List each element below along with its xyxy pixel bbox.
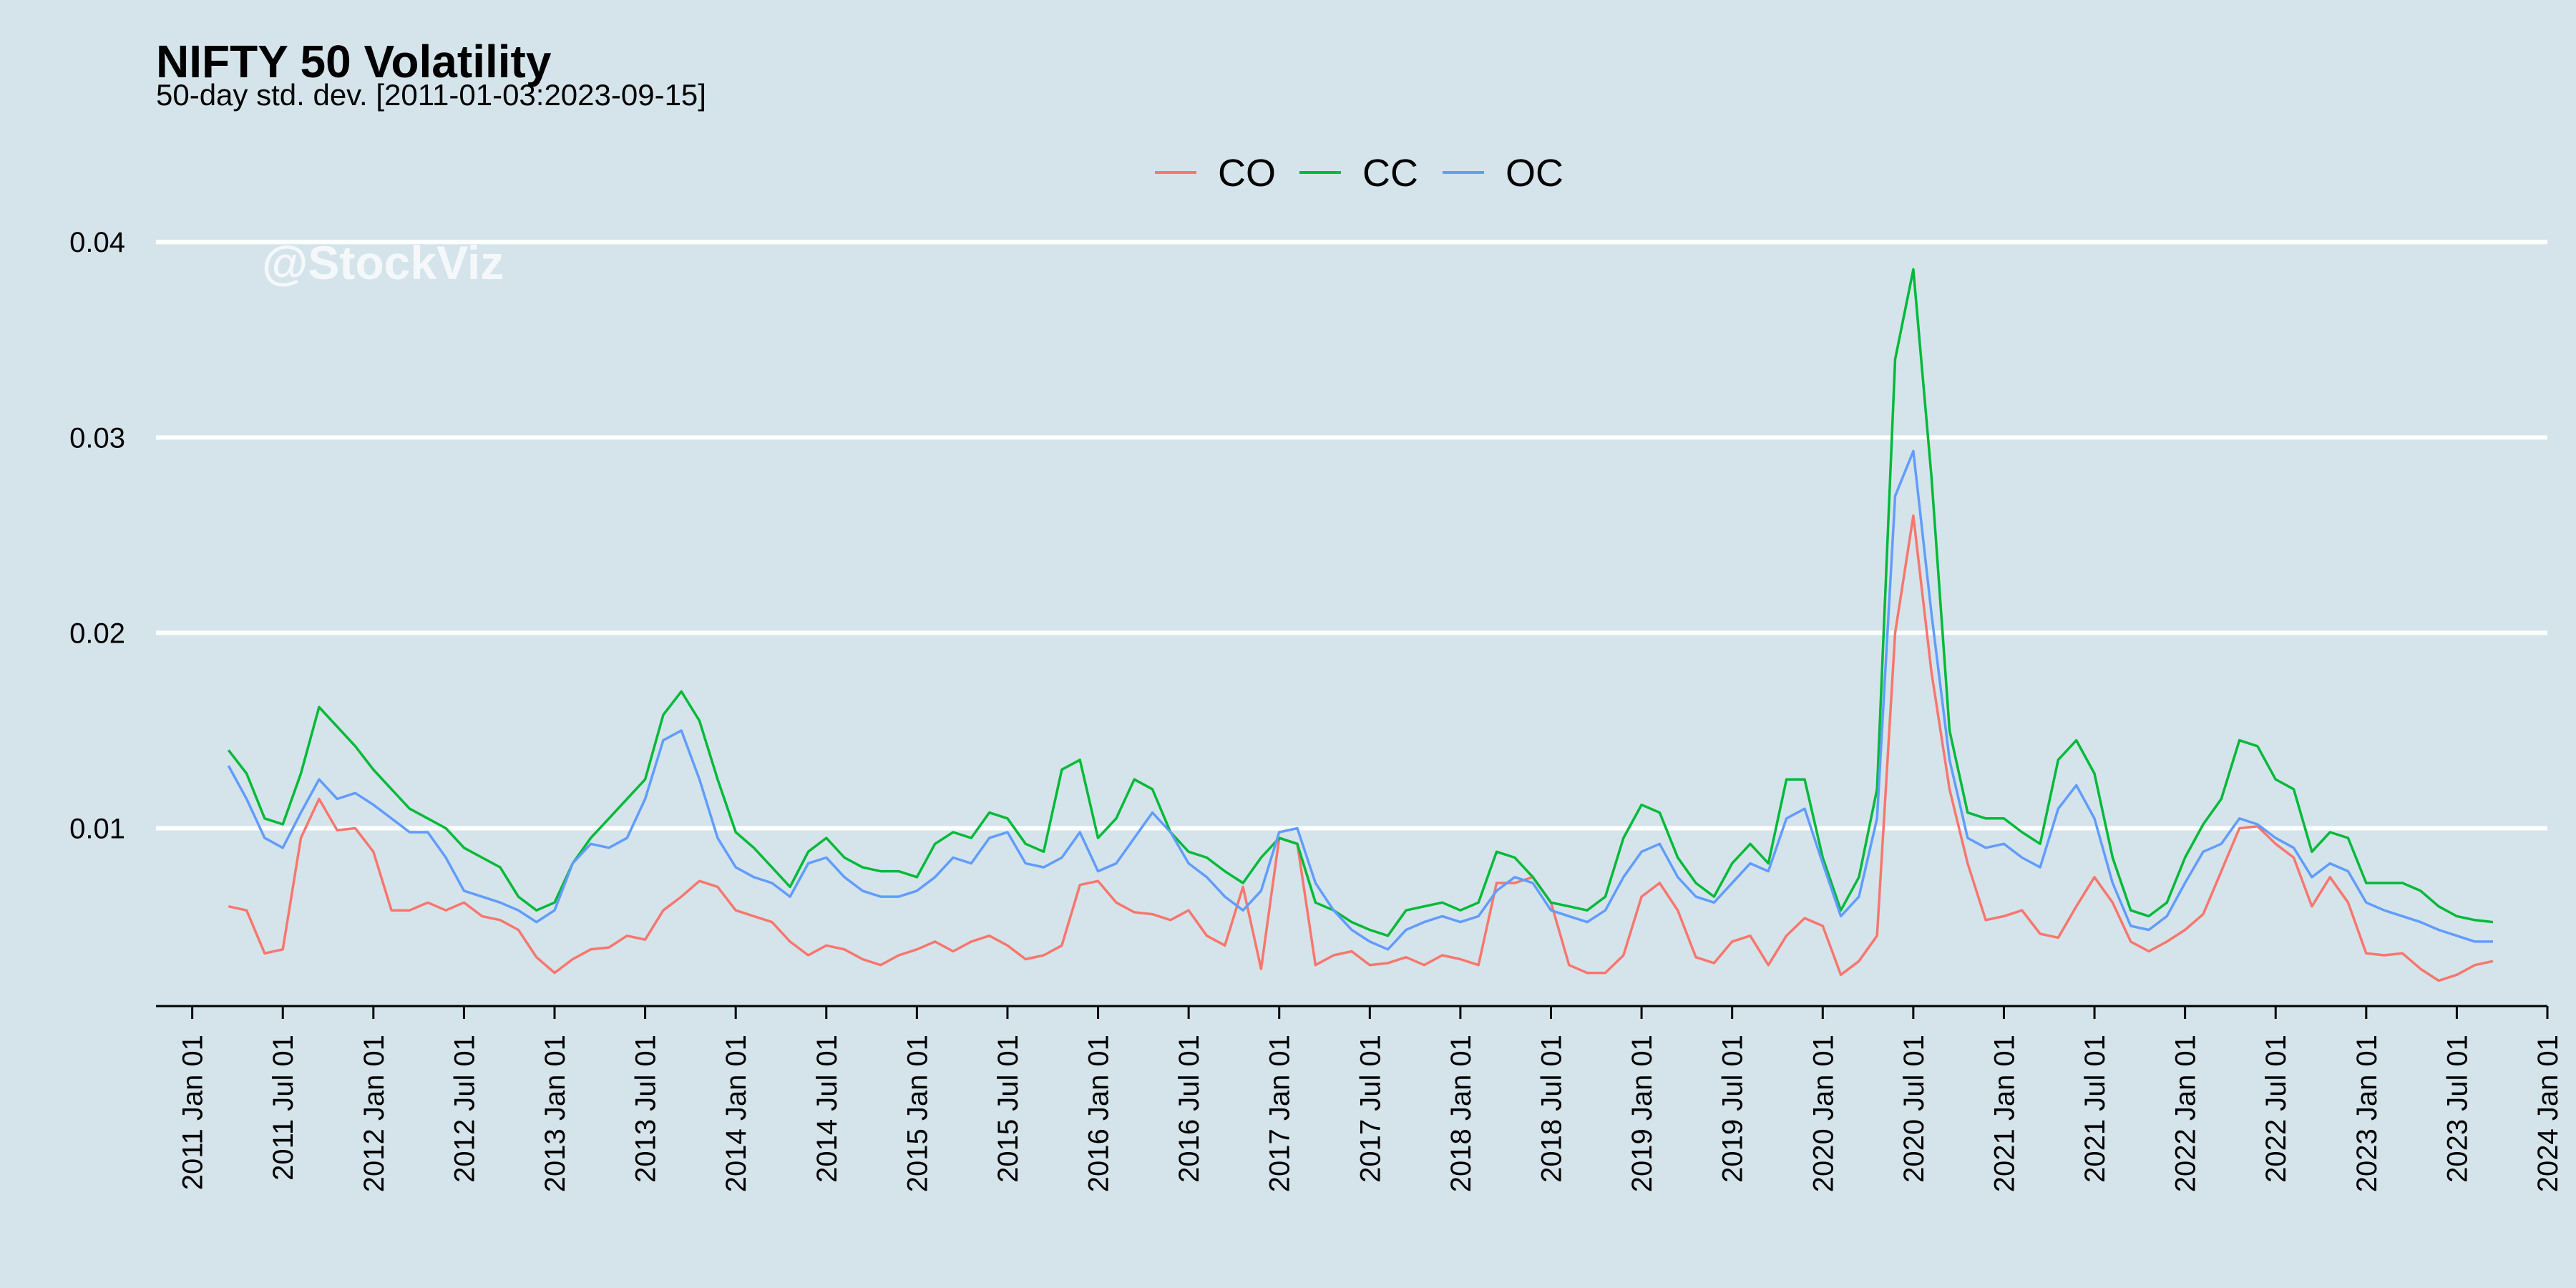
x-tick-label: 2013 Jul 01 [630, 1035, 662, 1183]
x-tick-label: 2011 Jan 01 [177, 1035, 209, 1190]
y-gridlines [156, 240, 2547, 831]
stockviz-watermark: @StockViz [262, 236, 504, 289]
x-tick-label: 2019 Jan 01 [1626, 1035, 1658, 1192]
x-tick-label: 2016 Jan 01 [1083, 1035, 1115, 1192]
x-tick-label: 2016 Jul 01 [1174, 1035, 1205, 1183]
series-line-co [228, 514, 2494, 982]
legend-item-co: CO [1155, 152, 1276, 195]
y-tick-label: 0.04 [69, 227, 125, 258]
x-tick-label: 2013 Jan 01 [540, 1035, 571, 1192]
x-tick-label: 2023 Jul 01 [2441, 1035, 2473, 1183]
legend-label-oc: OC [1506, 152, 1563, 195]
x-tick-label: 2015 Jan 01 [902, 1035, 933, 1192]
legend-item-cc: CC [1299, 152, 1418, 195]
x-tick-label: 2017 Jan 01 [1264, 1035, 1296, 1192]
y-tick-label: 0.01 [69, 813, 125, 844]
legend: CO CC OC [1155, 152, 1563, 195]
x-axis: 2011 Jan 01 2011 Jul 01 2012 Jan 01 2012 Ju… [156, 1005, 2564, 1192]
x-tick-label: 2019 Jul 01 [1717, 1035, 1749, 1183]
x-tick-label: 2022 Jan 01 [2170, 1035, 2202, 1192]
legend-item-oc: OC [1443, 152, 1563, 195]
y-tick-label: 0.03 [69, 422, 125, 454]
y-tick-label: 0.02 [69, 618, 125, 649]
y-axis: 0.01 0.02 0.03 0.04 [69, 227, 125, 844]
x-tick-label: 2023 Jan 01 [2351, 1035, 2383, 1192]
x-tick-label: 2015 Jul 01 [992, 1035, 1024, 1183]
series-line-oc [227, 449, 2493, 951]
x-tick-label: 2024 Jan 01 [2532, 1035, 2564, 1192]
x-tick-label: 2012 Jul 01 [449, 1035, 480, 1183]
x-tick-label: 2018 Jan 01 [1445, 1035, 1477, 1192]
x-tick-label: 2020 Jan 01 [1807, 1035, 1839, 1192]
legend-label-cc: CC [1362, 152, 1418, 195]
x-tick-label: 2022 Jul 01 [2260, 1035, 2292, 1183]
series-line-cc [227, 268, 2494, 937]
x-tick-label: 2012 Jan 01 [358, 1035, 390, 1192]
x-tick-label: 2018 Jul 01 [1536, 1035, 1568, 1183]
chart-title: NIFTY 50 Volatility [156, 36, 552, 87]
x-tick-label: 2014 Jan 01 [721, 1035, 752, 1192]
x-tick-label: 2011 Jul 01 [268, 1035, 299, 1181]
x-tick-label: 2014 Jul 01 [811, 1035, 843, 1183]
series-lines [227, 268, 2494, 982]
legend-label-co: CO [1218, 152, 1276, 195]
x-tick-label: 2021 Jul 01 [2079, 1035, 2111, 1183]
chart-subtitle: 50-day std. dev. [2011-01-03:2023-09-15] [156, 78, 706, 112]
x-tick-label: 2017 Jul 01 [1355, 1035, 1386, 1183]
x-tick-label: 2021 Jan 01 [1989, 1035, 2021, 1192]
x-tick-label: 2020 Jul 01 [1898, 1035, 1930, 1183]
